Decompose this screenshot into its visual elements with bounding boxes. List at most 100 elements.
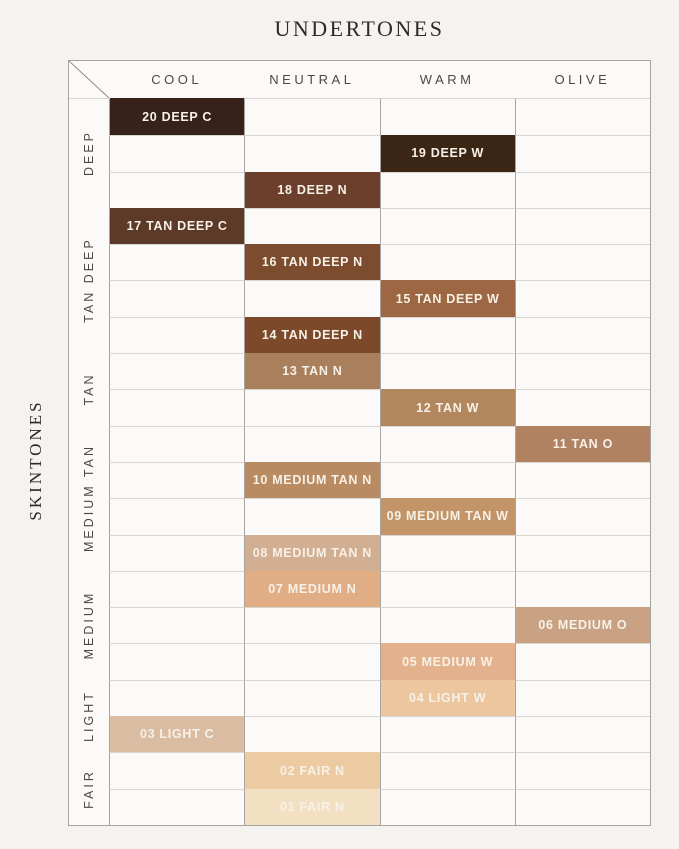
grid-cell [514,99,650,136]
shade-swatch-18-deep-n: 18 DEEP N [245,171,380,208]
grid-cell [109,316,245,354]
shade-swatch-06-medium-o: 06 MEDIUM O [515,607,650,644]
header-corner-cell [69,61,109,99]
grid-cell [514,716,650,753]
grid-cell: 01 FAIR N [244,788,380,825]
grid-cell [244,679,380,717]
row-group-label-medium-tan: MEDIUM TAN [82,444,96,553]
shade-swatch-label: 08 MEDIUM TAN N [252,545,373,560]
shade-swatch-label: 17 TAN DEEP C [126,219,228,234]
grid-cell [379,425,515,462]
grid-cell: 19 DEEP W [379,135,515,172]
shade-swatch-11-tan-o: 11 TAN O [515,425,650,462]
shade-swatch-16-tan-deep-n: 16 TAN DEEP N [245,244,380,281]
grid-cell [514,498,650,535]
grid-cell [514,752,650,789]
grid-cell: 04 LIGHT W [379,679,515,717]
shade-swatch-label: 20 DEEP C [142,109,213,124]
column-header-cool: COOL [109,61,245,99]
row-group-label-deep: DEEP [82,130,96,177]
shade-swatch-17-tan-deep-c: 17 TAN DEEP C [110,207,245,245]
grid-cell [109,498,245,535]
shade-swatch-label: 14 TAN DEEP N [261,327,363,342]
grid-cell [514,643,650,680]
shade-swatch-05-medium-w: 05 MEDIUM W [380,643,515,680]
shade-swatch-label: 13 TAN N [282,364,343,379]
grid-cell [514,207,650,245]
row-group-label-fair: FAIR [82,768,96,809]
shade-swatch-03-light-c: 03 LIGHT C [110,716,245,753]
shade-swatch-label: 06 MEDIUM O [538,618,628,633]
grid-cell [379,534,515,571]
grid-cell [109,135,245,172]
grid-cell [514,679,650,717]
shade-swatch-08-medium-tan-n: 08 MEDIUM TAN N [245,534,380,571]
grid-cell [514,353,650,390]
grid-cell [109,752,245,789]
grid-cell [514,244,650,281]
shade-swatch-label: 02 FAIR N [280,763,345,778]
grid-cell [244,135,380,172]
shade-swatch-04-light-w: 04 LIGHT W [380,679,515,717]
grid-cell [379,607,515,644]
grid-cell: 02 FAIR N [244,752,380,789]
grid-cell [244,607,380,644]
grid-cell [514,280,650,317]
grid-cell: 14 TAN DEEP N [244,316,380,354]
row-group-label-tan: TAN [82,372,96,406]
grid-cell: 16 TAN DEEP N [244,244,380,281]
grid-cell [514,171,650,208]
grid-cell [109,425,245,462]
grid-cell [244,389,380,426]
grid-cell [244,643,380,680]
grid-cell [379,244,515,281]
grid-cell [244,207,380,245]
grid-cell [109,534,245,571]
grid-cell: 17 TAN DEEP C [109,207,245,245]
grid-cell [514,534,650,571]
shade-swatch-label: 11 TAN O [552,436,613,451]
shade-swatch-19-deep-w: 19 DEEP W [380,135,515,172]
shade-swatch-09-medium-tan-w: 09 MEDIUM TAN W [380,498,515,535]
grid-cell [244,99,379,136]
grid-cell [514,461,650,499]
chart-title: UNDERTONES [274,16,445,41]
grid-cell: 13 TAN N [244,353,380,390]
shade-swatch-label: 04 LIGHT W [409,690,487,705]
grid-cell [109,280,245,317]
grid-cell [514,570,650,608]
grid-cell: 12 TAN W [379,389,515,426]
grid-cell [109,389,245,426]
shade-swatch-label: 10 MEDIUM TAN N [252,473,373,488]
grid-cell: 05 MEDIUM W [379,643,515,680]
shade-swatch-13-tan-n: 13 TAN N [245,353,380,390]
grid-cell [379,207,515,245]
grid-cell [109,788,245,825]
grid-cell [514,316,650,354]
shade-swatch-label: 19 DEEP W [411,146,484,161]
shade-swatch-10-medium-tan-n: 10 MEDIUM TAN N [245,461,380,499]
shade-swatch-label: 12 TAN W [416,400,480,415]
grid-cell: 11 TAN O [514,425,650,462]
grid-cell [379,353,515,390]
grid-cell: 18 DEEP N [244,171,380,208]
grid-cell [244,425,380,462]
grid-cell [514,135,650,172]
grid-cell [244,280,380,317]
row-group-label-column: DEEP TAN DEEP TAN MEDIUM TAN MEDIUM LIGHT FAIR [69,99,109,825]
grid-cell: 03 LIGHT C [109,716,245,753]
shade-swatch-label: 15 TAN DEEP W [395,291,500,306]
grid-cell [379,716,515,753]
grid-cell [244,498,380,535]
grid-cell [109,607,245,644]
shade-swatch-label: 03 LIGHT C [139,727,215,742]
shade-swatch-label: 09 MEDIUM TAN W [386,509,509,524]
grid-cell [379,316,515,354]
shade-swatch-label: 16 TAN DEEP N [261,255,363,270]
grid-cell: 06 MEDIUM O [514,607,650,644]
shade-swatch-12-tan-w: 12 TAN W [380,389,515,426]
row-group-label-tan-deep: TAN DEEP [82,237,96,324]
shade-swatch-label: 05 MEDIUM W [402,654,494,669]
grid-cell [109,570,245,608]
